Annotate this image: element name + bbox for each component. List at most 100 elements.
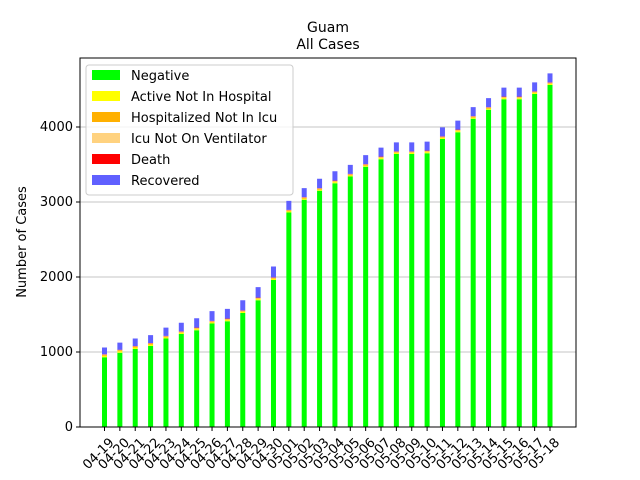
bar-segment [178,332,184,334]
bar-segment [270,280,276,427]
bar-segment [270,266,276,278]
y-axis: 0 1000 2000 3000 4000 [40,120,80,435]
bar-segment [117,342,123,350]
bar-segment [393,152,399,154]
bar-segment [439,127,445,137]
bar-segment [178,334,184,427]
bar-segment [486,98,492,108]
legend-label: Recovered [131,174,200,189]
bar-segment [532,94,538,427]
bar-segment [286,200,292,210]
bar-segment [286,211,292,213]
bar-segment [102,355,107,356]
bar-segment [194,329,200,331]
bar-segment [148,344,154,346]
legend-swatch [92,112,120,122]
bar-segment [301,197,307,199]
bar-segment [501,98,507,100]
bar-segment [347,175,353,177]
y-tick-label: 0 [65,420,73,435]
legend-swatch [92,91,120,101]
bar-segment [240,300,246,311]
bar-segment [424,151,430,153]
bar-segment [148,343,154,345]
bar-segment [117,352,123,427]
bar-segment [455,132,461,427]
y-tick-label: 3000 [40,195,73,210]
bar-segment [240,311,246,313]
legend-swatch [92,70,120,80]
bar-segment [117,351,123,353]
bar-segment [163,338,169,427]
legend-swatch [92,175,120,185]
bar-segment [317,189,323,191]
bar-segment [363,166,369,427]
bar-segment [317,190,323,427]
bar-segment [378,157,384,159]
bar-segment [470,116,476,118]
bar-segment [547,73,553,83]
bar-segment [516,87,522,97]
bar-segment [209,321,215,323]
bar-segment [409,154,415,427]
bar-segment [409,142,415,152]
bar-segment [378,147,384,157]
y-tick-label: 2000 [40,270,73,285]
bar-segment [148,346,154,427]
bar-segment [102,347,107,355]
bar-segment [470,107,476,117]
legend-swatch [92,154,120,164]
bar-segment [332,171,338,181]
bar-segment [178,332,184,333]
bar-segment [317,188,323,190]
bar-segment [455,130,461,132]
bar-segment [547,83,553,84]
chart-subtitle: All Cases [296,37,359,53]
bar-segment [301,199,307,427]
bar-segment [270,278,276,280]
bar-segment [286,212,292,427]
y-tick-label: 1000 [40,345,73,360]
bar-segment [363,165,369,167]
bar-segment [224,320,230,322]
bar-segment [194,318,200,328]
bar-segment [393,142,399,152]
bar-segment [163,337,169,339]
bar-segment [163,327,169,336]
bar-segment [270,278,276,279]
bar-segment [486,109,492,427]
bar-segment [132,349,138,427]
bar-segment [439,137,445,138]
bar-segment [547,83,553,85]
bar-segment [439,139,445,427]
bar-segment [332,181,338,183]
bar-segment [224,319,230,321]
bar-segment [501,97,507,99]
legend-label: Hospitalized Not In Icu [131,111,277,126]
bar-segment [255,298,261,300]
bar-segment [532,82,538,92]
legend-label: Active Not In Hospital [131,90,272,105]
legend-frame [85,64,294,196]
bar-segment [178,322,184,332]
bar-segment [194,328,200,330]
bar-segment [409,152,415,154]
bar-segment [547,85,553,427]
chart-title: Guam [307,20,349,36]
plot-frame [79,57,577,428]
bar-segment [486,108,492,110]
bar-segment [102,355,107,358]
y-axis-label: Number of Cases [15,186,30,298]
bar-segment [301,188,307,198]
bar-segment [532,92,538,93]
bar-segment [209,323,215,427]
bar-segment [132,346,138,348]
bar-segment [224,308,230,319]
legend-label: Negative [131,69,189,84]
bar-segment [424,152,430,154]
y-tick-label: 4000 [40,120,73,135]
bar-segment [455,120,461,130]
bar-segment [516,98,522,100]
bar-segment [117,350,123,352]
